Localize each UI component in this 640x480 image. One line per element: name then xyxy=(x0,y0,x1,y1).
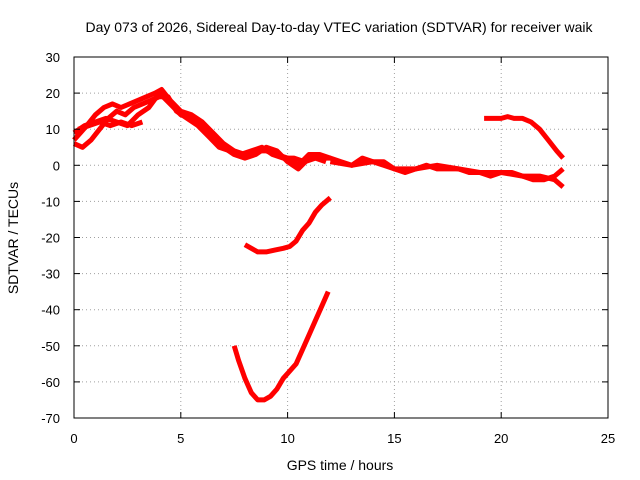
series-line-track-g xyxy=(484,114,565,160)
series-line-track-h xyxy=(243,195,332,255)
x-axis-label: GPS time / hours xyxy=(287,457,394,473)
y-tick-label: -10 xyxy=(41,194,60,209)
x-tick-label: 15 xyxy=(387,431,401,446)
y-tick-label: -40 xyxy=(41,303,60,318)
series-line-track-i xyxy=(231,290,331,403)
x-tick-label: 20 xyxy=(494,431,508,446)
y-tick-label: -50 xyxy=(41,339,60,354)
series-line-track-d xyxy=(77,119,144,132)
y-tick-label: 30 xyxy=(46,50,60,65)
series-line-track-f xyxy=(329,159,565,189)
y-tick-label: -20 xyxy=(41,231,60,246)
y-tick-label: -70 xyxy=(41,411,60,426)
y-tick-label: 0 xyxy=(53,158,60,173)
x-tick-label: 25 xyxy=(601,431,615,446)
x-tick-label: 10 xyxy=(280,431,294,446)
chart-title: Day 073 of 2026, Sidereal Day-to-day VTE… xyxy=(85,19,593,35)
x-tick-label: 5 xyxy=(177,431,184,446)
y-tick-label: -60 xyxy=(41,375,60,390)
y-tick-label: 10 xyxy=(46,122,60,137)
axis-ticks: 0 5 10 15 20 25 30 20 10 0 -10 -20 -30 -40 -50 -60 -70 xyxy=(41,50,615,446)
y-tick-label: -30 xyxy=(41,267,60,282)
y-tick-label: 20 xyxy=(46,86,60,101)
data-series-group xyxy=(72,87,565,403)
series-line-track-c xyxy=(72,90,321,172)
y-axis-label: SDTVAR / TECUs xyxy=(5,182,21,294)
x-tick-label: 0 xyxy=(70,431,77,446)
